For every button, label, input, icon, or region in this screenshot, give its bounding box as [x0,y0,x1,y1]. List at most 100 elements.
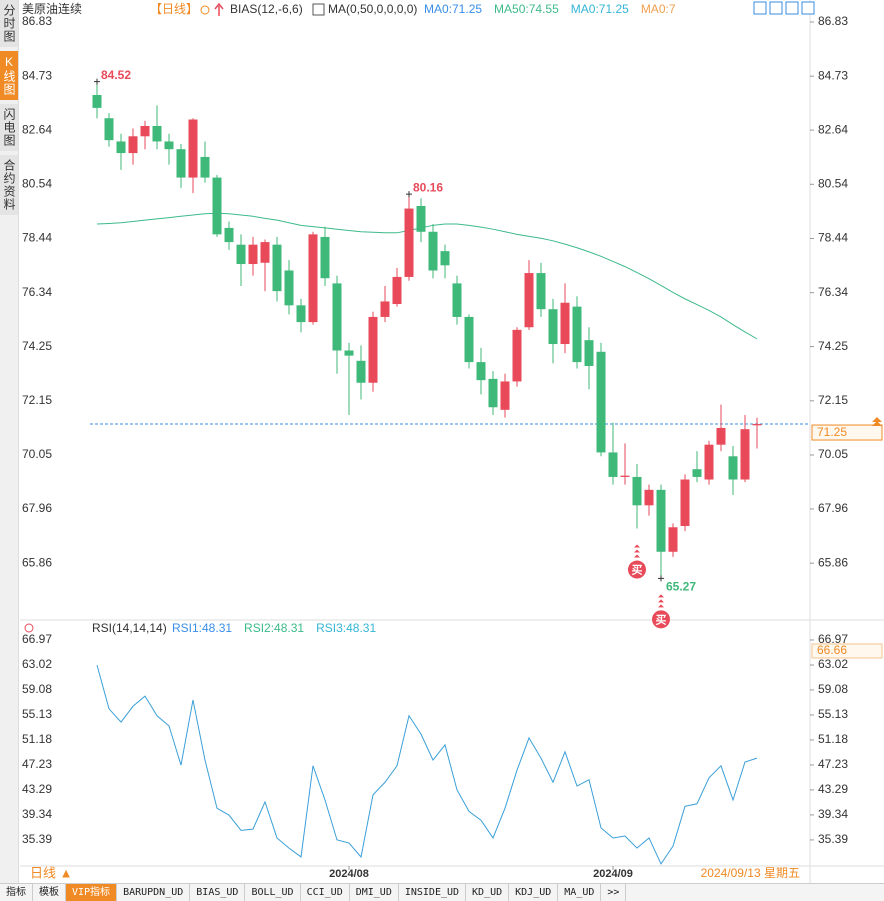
candle-body [140,125,150,137]
toolbar-item[interactable]: >> [601,884,627,901]
candle-body [176,149,186,178]
y-tick-label: 80.54 [22,176,52,190]
candle-body [344,350,354,356]
y-tick-label: 78.44 [818,231,848,245]
sidebar-tab[interactable]: 合约资料 [0,155,18,215]
toolbar-item[interactable]: 指标 [0,884,33,901]
y-tick-label: 39.34 [818,807,848,821]
y-tick-label: 39.34 [22,807,52,821]
toolbar-item[interactable]: KDJ_UD [509,884,559,901]
sidebar-tab[interactable]: 闪电图 [0,104,18,151]
toolbar-item[interactable]: BARUPDN_UD [117,884,191,901]
candle-body [200,156,210,178]
ma-icon [312,3,325,16]
toolbar-item[interactable]: BOLL_UD [245,884,301,901]
y-tick-label: 67.96 [22,501,52,515]
icon-button[interactable] [753,1,767,15]
candle-body [236,244,246,265]
toolbar-item[interactable]: INSIDE_UD [399,884,467,901]
candle-body [428,231,438,271]
toolbar-icons [753,1,815,15]
low-marker [658,575,664,582]
y-tick-label: 76.34 [818,285,848,299]
y-tick-label: 72.15 [818,393,848,407]
rsi-icon[interactable] [24,623,34,633]
bias-label: BIAS(12,-6,6) [230,2,303,16]
candle-body [704,444,714,480]
candle-body [656,489,666,552]
toolbar-item[interactable]: KD_UD [466,884,510,901]
y-tick-label: 43.29 [22,782,52,796]
candle-body [500,381,510,410]
candle-body [740,429,750,480]
y-tick-label: 78.44 [22,231,52,245]
sidebar-tab[interactable]: 分时图 [0,0,18,47]
bias-icon [214,2,224,16]
candle-body [452,283,462,317]
icon-button[interactable] [769,1,783,15]
y-tick-label: 63.02 [22,657,52,671]
candle-body [512,329,522,382]
toolbar-item[interactable]: BIAS_UD [190,884,246,901]
high-label: 80.16 [413,180,443,194]
y-tick-label: 65.86 [22,555,52,569]
candle-body [416,205,426,232]
legend-entry: MA0:7 [641,2,676,16]
candle-body [404,208,414,277]
toolbar-item[interactable]: 模板 [33,884,66,901]
candle-body [380,301,390,317]
period-icon[interactable] [200,5,210,15]
y-tick-label: 35.39 [818,832,848,846]
candle-body [524,273,534,328]
candle-body [632,476,642,506]
candle-body [224,227,234,243]
candle-body [332,283,342,351]
icon-button[interactable] [785,1,799,15]
price-tag: 71.25 [817,425,847,439]
x-tick-label: 2024/08 [329,868,369,880]
toolbar-item[interactable]: MA_UD [558,884,602,901]
legend-entry: MA50:74.55 [494,2,559,16]
toolbar-item[interactable]: VIP指标 [66,884,118,901]
candle-body [692,469,702,477]
y-tick-label: 72.15 [22,393,52,407]
candle-body [488,378,498,408]
legend-entry: RSI3:48.31 [316,621,376,635]
candle-body [548,309,558,345]
rsi-title: RSI(14,14,14) [92,621,167,635]
candle-body [128,136,138,154]
y-tick-label: 74.25 [22,339,52,353]
period-tab[interactable]: 日线 ▲ [30,865,72,880]
sidebar-tab[interactable]: K线图 [0,51,18,100]
y-tick-label: 70.05 [22,447,52,461]
signal-label: 买 [656,613,667,626]
y-tick-label: 63.02 [818,657,848,671]
candle-body [356,360,366,383]
toolbar-item[interactable]: DMI_UD [350,884,399,901]
y-tick-label: 82.64 [818,122,848,136]
rsi-line [96,664,758,865]
y-tick-label: 80.54 [818,176,848,190]
candle-body [188,119,198,178]
candle-body [248,244,258,265]
y-tick-label: 84.73 [818,68,848,82]
y-tick-label: 51.18 [818,732,848,746]
candle-body [584,340,594,366]
signal-arrow [658,594,664,598]
y-tick-label: 35.39 [22,832,52,846]
icon-button[interactable] [801,1,815,15]
toolbar: 指标 模板 VIP指标 BARUPDN_UD BIAS_UD BOLL_UD CCI_UD D… [0,883,884,901]
signal-badge [652,610,670,629]
toolbar-item[interactable]: CCI_UD [301,884,350,901]
price-tag-arrow [872,417,882,427]
candle-body [476,362,486,381]
candle-body [152,125,162,142]
signal-arrow [634,544,640,548]
candle-body [608,452,618,477]
candle-body [728,456,738,480]
candle-body [680,479,690,526]
y-tick-label: 55.13 [22,707,52,721]
legend-entry: MA0:71.25 [571,2,629,16]
y-tick-label: 43.29 [818,782,848,796]
candle-body [92,95,102,108]
